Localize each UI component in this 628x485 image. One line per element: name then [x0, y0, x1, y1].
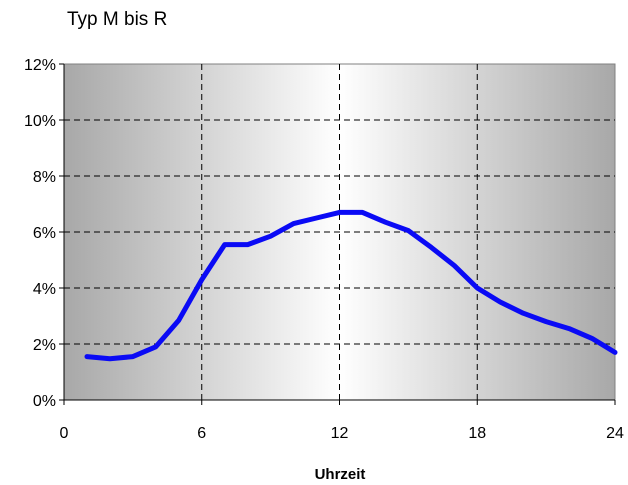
series-line: [84, 209, 618, 362]
x-axis-title: Uhrzeit: [315, 466, 366, 483]
x-tick-label: 6: [197, 425, 206, 442]
y-tick-label: 8%: [33, 169, 56, 186]
x-tick-label: 0: [60, 425, 69, 442]
series-layer: [84, 209, 618, 362]
chart-title: Typ M bis R: [67, 9, 168, 30]
y-tick-label: 2%: [33, 337, 56, 354]
y-tick-label: 4%: [33, 281, 56, 298]
x-tick-label: 24: [606, 425, 624, 442]
x-tick-label: 18: [468, 425, 486, 442]
tick-labels: 0% 2% 4% 6% 8% 10% 12% 0 6 12 18 24: [24, 57, 624, 442]
axes: [59, 63, 616, 405]
x-tick-label: 12: [331, 425, 349, 442]
y-tick-label: 0%: [33, 393, 56, 410]
y-tick-label: 6%: [33, 225, 56, 242]
y-tick-label: 10%: [24, 113, 56, 130]
y-tick-label: 12%: [24, 57, 56, 74]
